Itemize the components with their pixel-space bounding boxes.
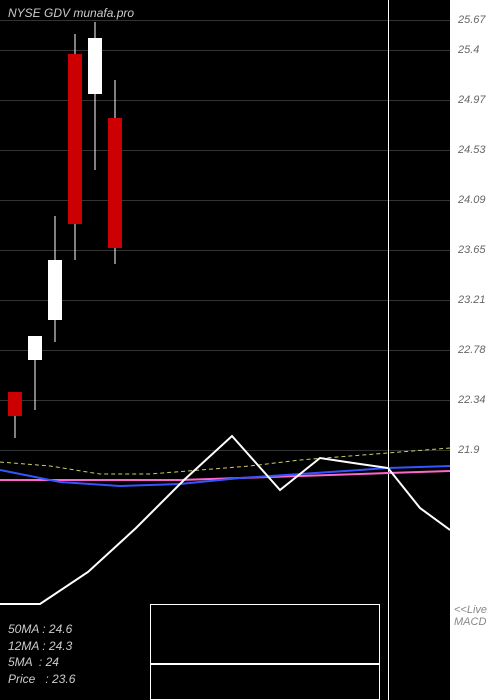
y-axis-label: 24.09: [458, 194, 486, 206]
candle: [48, 0, 62, 700]
live-vertical-line: [388, 0, 389, 700]
y-axis-label: 24.97: [458, 94, 486, 106]
y-axis-label: 24.53: [458, 144, 486, 156]
y-axis-label: 22.78: [458, 344, 486, 356]
indicator-box: [150, 664, 380, 700]
y-axis-label: 25.67: [458, 14, 486, 26]
candle-body: [8, 392, 22, 416]
indicator-box: [150, 604, 380, 664]
chart-container: NYSE GDV munafa.pro 50MA : 24.6 12MA : 2…: [0, 0, 500, 700]
candle-body: [108, 118, 122, 248]
y-axis-label: 25.4: [458, 44, 479, 56]
stat-5ma: 5MA : 24: [8, 654, 75, 671]
y-axis-label: 21.9: [458, 444, 479, 456]
stat-50ma: 50MA : 24.6: [8, 621, 75, 638]
candle: [28, 0, 42, 700]
candle-body: [68, 54, 82, 224]
stats-panel: 50MA : 24.6 12MA : 24.3 5MA : 24 Price :…: [8, 621, 75, 688]
candle: [108, 0, 122, 700]
y-axis-label: 22.34: [458, 394, 486, 406]
candle: [88, 0, 102, 700]
y-axis-label: 23.65: [458, 244, 486, 256]
stat-12ma: 12MA : 24.3: [8, 638, 75, 655]
candle: [68, 0, 82, 700]
chart-title: NYSE GDV munafa.pro: [8, 6, 134, 20]
chart-area: NYSE GDV munafa.pro 50MA : 24.6 12MA : 2…: [0, 0, 450, 700]
y-axis: <<Live MACD 25.67 25.4 24.97 24.53 24.09 23.6…: [450, 0, 500, 700]
candle-body: [48, 260, 62, 320]
y-axis-label: 23.21: [458, 294, 486, 306]
stat-price: Price : 23.6: [8, 671, 75, 688]
macd-label: <<Live MACD: [454, 604, 500, 628]
candle-body: [88, 38, 102, 94]
candle: [8, 0, 22, 700]
candle-body: [28, 336, 42, 360]
